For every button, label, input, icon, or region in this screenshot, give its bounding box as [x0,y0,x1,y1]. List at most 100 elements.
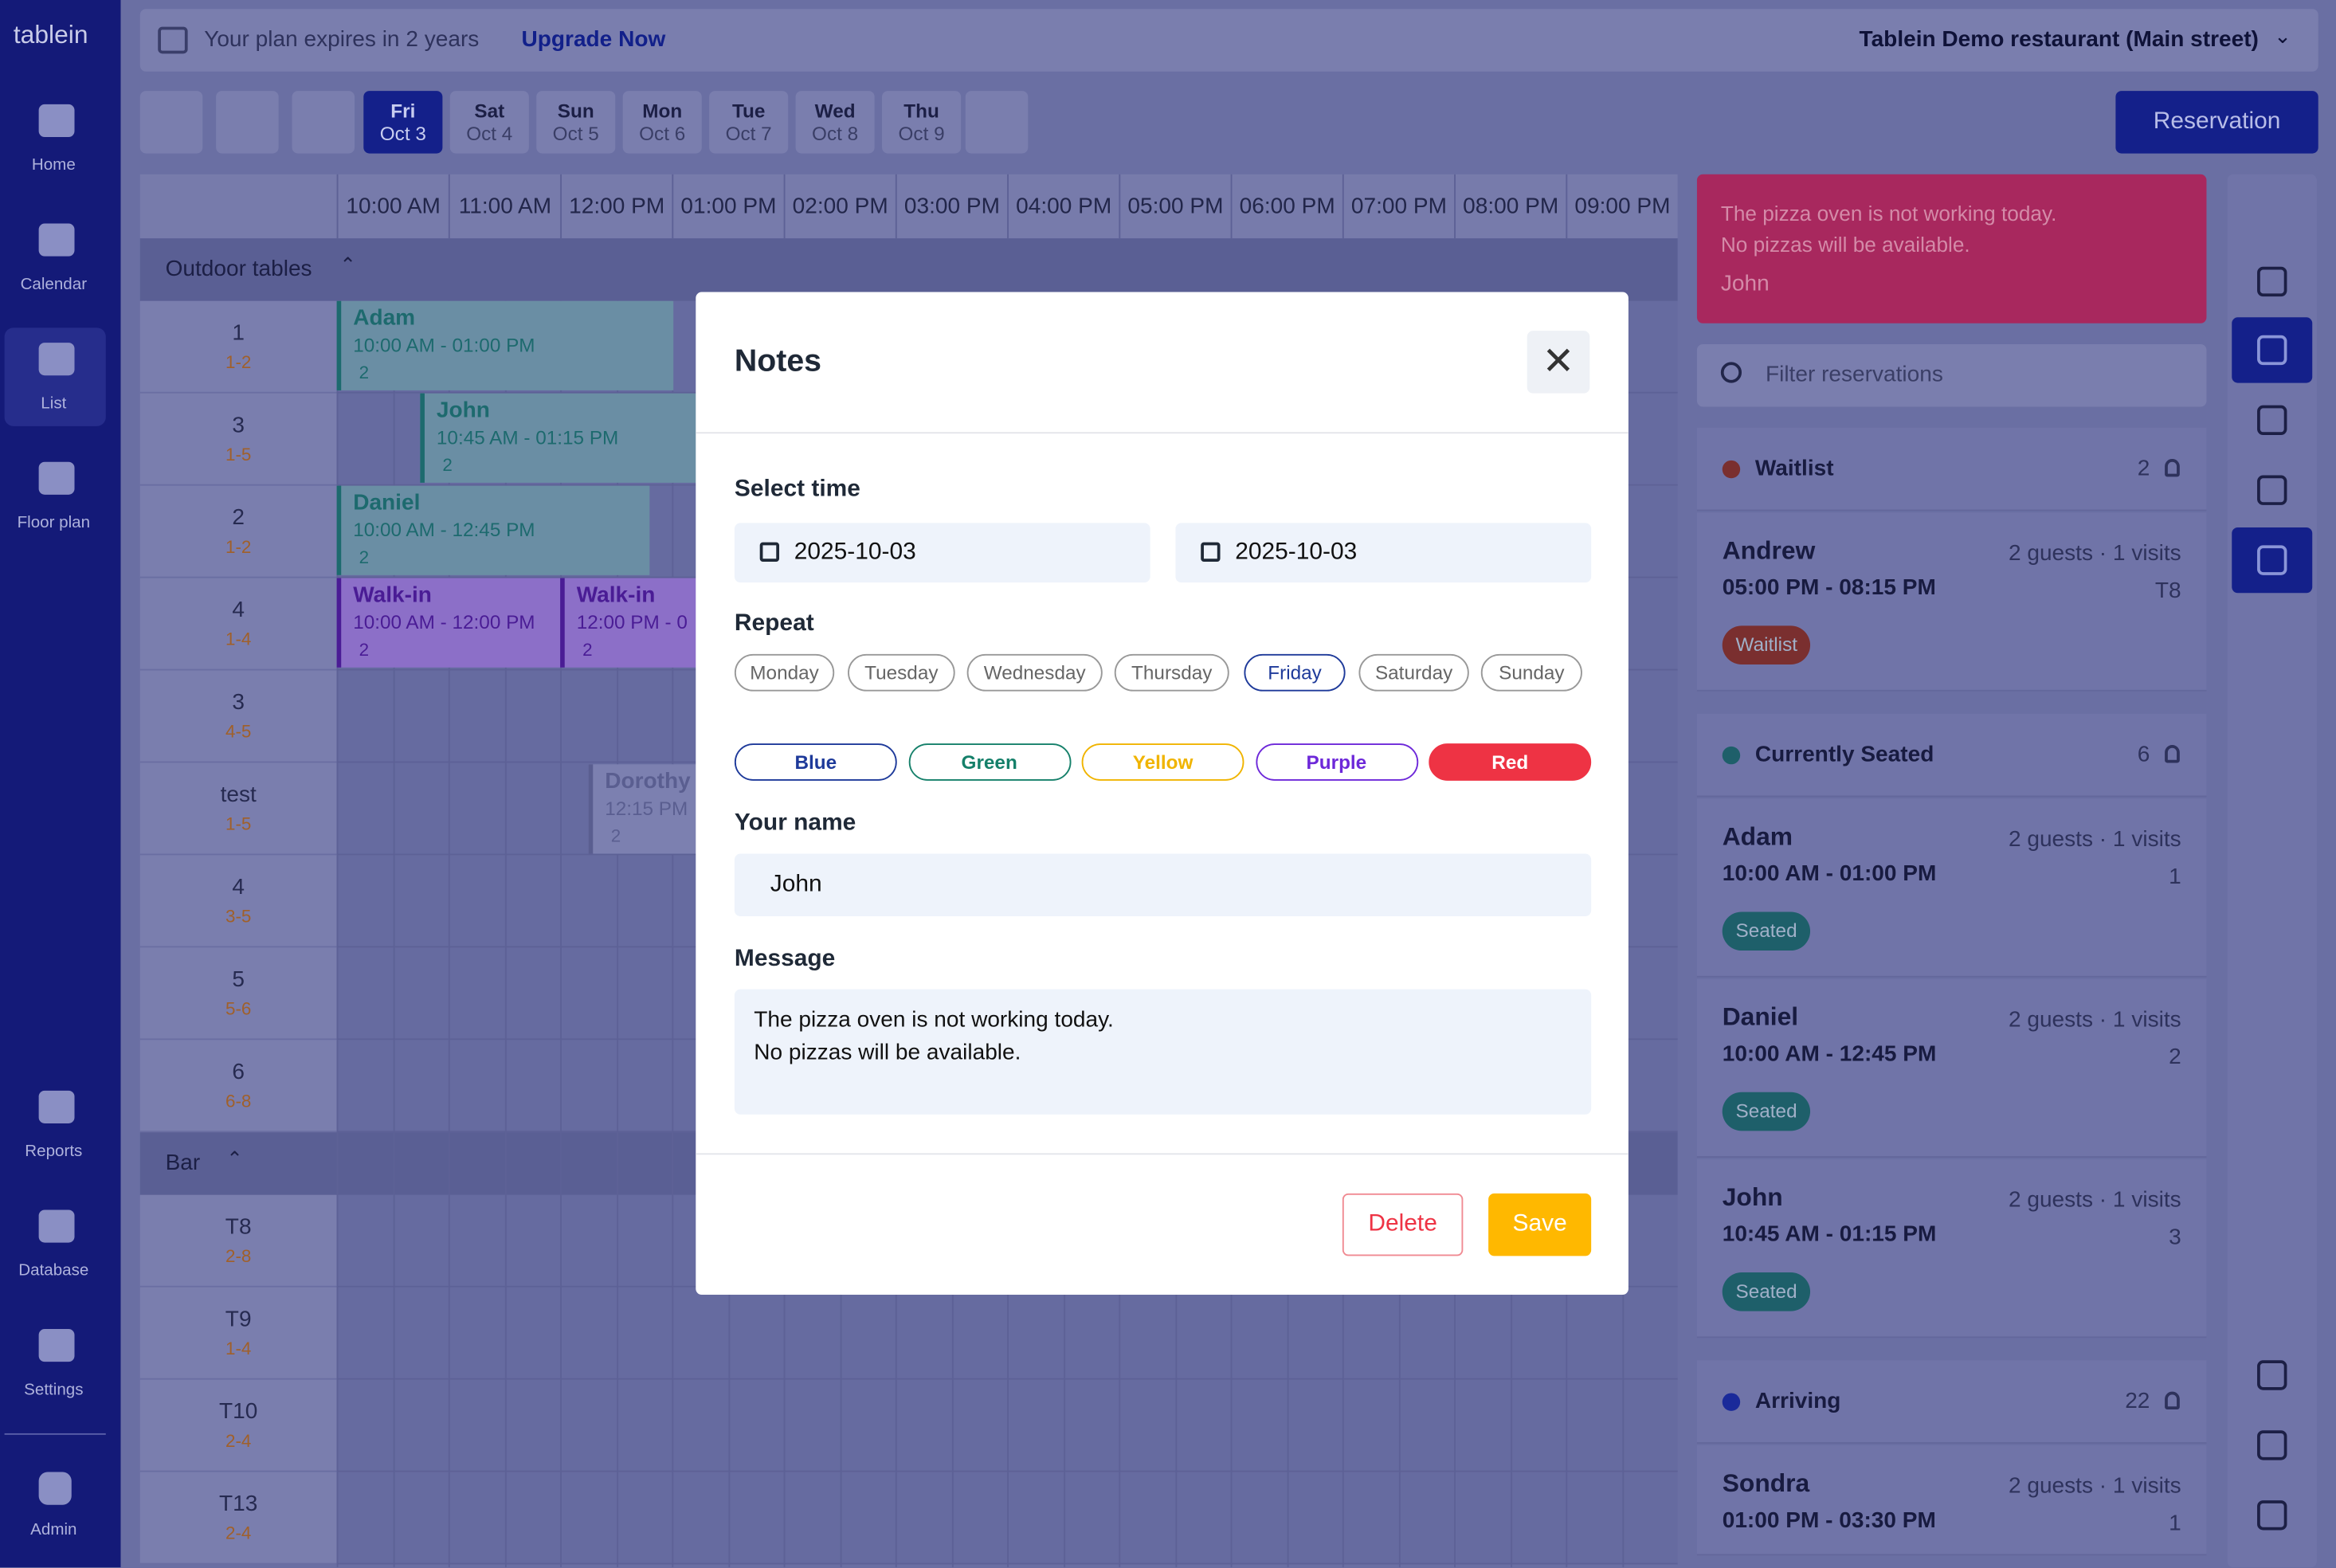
icon[interactable] [2257,545,2287,575]
filter-input[interactable]: Filter reservations [1696,343,2207,407]
table-name: 1 [232,320,245,346]
icon[interactable] [2257,475,2287,505]
table-range: 1-4 [225,1338,252,1359]
section-label: Select time [734,476,860,503]
icon[interactable] [2257,1360,2287,1390]
icon-active[interactable] [2232,527,2313,594]
nav-label[interactable]: Floor plan [17,514,91,532]
close-button[interactable]: ✕ [1527,331,1590,394]
date-value: 2025-10-03 [794,539,916,565]
section-name[interactable]: Bar [165,1150,201,1176]
booking[interactable]: Daniel 10:00 AM - 12:45 PM 2 [336,485,650,575]
day-date: Oct 5 [552,122,599,145]
nav-label[interactable]: List [41,394,67,413]
weekday-chip[interactable]: Wednesday [966,653,1103,692]
delete-button[interactable]: Delete [1342,1193,1464,1256]
person-icon [2165,458,2180,477]
weekday-chip[interactable]: Thursday [1114,653,1229,692]
icon[interactable] [2257,335,2287,366]
color-chip[interactable]: Green [907,743,1071,781]
modal: Notes ✕ Select time 2025-10-03 2025-10-03 Rep… [696,292,1629,1296]
save-button[interactable]: Save [1488,1193,1592,1256]
day-button[interactable]: Wed Oct 8 [795,91,875,154]
reservation-button[interactable]: Reservation [2115,91,2318,154]
group-header[interactable]: Currently Seated 6 [1696,713,2207,798]
table-label-cell [139,762,337,856]
icon[interactable] [2257,405,2287,436]
date-input[interactable]: 2025-10-03 [1175,523,1592,583]
reservation-card[interactable]: John 2 guests · 1 visits 10:45 AM - 01:15 … [1696,1158,2207,1339]
next-button[interactable] [965,91,1029,154]
day-button[interactable]: Mon Oct 6 [622,91,702,154]
weekday-chip[interactable]: Monday [734,653,835,692]
booking[interactable]: Dorothy 12:15 PM 2 [588,764,708,854]
nav-label[interactable]: Admin [30,1521,77,1539]
weekday-chip[interactable]: Sunday [1480,653,1582,692]
booking-time: 10:45 AM - 01:15 PM [436,425,619,449]
icon[interactable] [2257,1430,2287,1460]
icon[interactable] [2257,266,2287,297]
booking[interactable]: Walk-in 12:00 PM - 0 2 [560,578,710,668]
booking[interactable]: Adam 10:00 AM - 01:00 PM 2 [336,300,674,390]
booking[interactable]: Walk-in 10:00 AM - 12:00 PM 2 [336,578,561,668]
guest-count: 2 guests · 1 visits [2008,1007,2181,1033]
group-count: 22 [2125,1388,2150,1414]
reservation-card[interactable]: Adam 2 guests · 1 visits 10:00 AM - 01:00 … [1696,798,2207,978]
nav-label[interactable]: Database [18,1261,89,1280]
weekday-chip[interactable]: Saturday [1358,653,1469,692]
group-header[interactable]: Arriving 22 [1696,1360,2207,1445]
nav-label[interactable]: Reports [25,1143,83,1161]
color-chip[interactable]: Red [1429,743,1592,781]
booking-guests: 2 [610,825,621,847]
booking-guests: 2 [359,547,370,568]
day-name: Tue [731,100,766,123]
booking-time: 10:00 AM - 12:45 PM [353,518,535,541]
sidebar: tablein Home Calendar List Floor plan Reports… [0,0,121,1568]
day-date: Oct 9 [898,122,945,145]
nav-icon [38,104,75,138]
table-name: test [220,782,257,808]
restaurant-select[interactable]: Tablein Demo restaurant (Main street) [1859,26,2259,53]
day-button[interactable]: Thu Oct 9 [882,91,962,154]
reservation-card[interactable]: Sondra 2 guests · 1 visits 01:00 PM - 03:3… [1696,1445,2207,1556]
table-range: 2-4 [225,1430,252,1452]
time-label: 02:00 PM [783,174,896,239]
group-header[interactable]: Waitlist 2 [1696,427,2207,512]
prev-button[interactable] [292,91,355,154]
icon-active[interactable] [2232,317,2313,383]
table-name: 2 [232,504,245,531]
nav-label[interactable]: Calendar [20,275,88,294]
message-input[interactable]: The pizza oven is not working today. No p… [734,989,1592,1115]
color-chip[interactable]: Blue [734,743,897,781]
message-line: The pizza oven is not working today. [754,1007,1114,1033]
booking[interactable]: John 10:45 AM - 01:15 PM 2 [420,393,719,483]
table-name: 5 [232,966,245,993]
day-button[interactable]: Fri Oct 3 [363,91,443,154]
date-input[interactable]: 2025-10-03 [734,523,1150,583]
nav-label[interactable]: Settings [24,1381,84,1399]
icon[interactable] [2257,1500,2287,1531]
day-button[interactable]: Tue Oct 7 [709,91,789,154]
color-chip[interactable]: Yellow [1081,743,1244,781]
guest-name: Sondra [1722,1468,1810,1498]
nav-label[interactable]: Home [31,156,76,174]
weekday-chip[interactable]: Friday [1244,653,1346,692]
section-label: Your name [734,810,856,837]
table-label-cell [139,1379,337,1472]
day-button[interactable]: Sat Oct 4 [449,91,529,154]
grid-col [672,300,674,1568]
table-name: 3 [232,689,245,715]
upgrade-link[interactable]: Upgrade Now [521,26,666,53]
color-chip[interactable]: Purple [1255,743,1418,781]
guest-count: 2 guests · 1 visits [2008,826,2181,853]
calendar-button[interactable] [216,91,279,154]
day-button[interactable]: Sun Oct 5 [536,91,616,154]
table-name: 6 [232,1059,245,1085]
home-button[interactable] [139,91,203,154]
section-name[interactable]: Outdoor tables [165,256,312,282]
reservation-card[interactable]: Daniel 2 guests · 1 visits 10:00 AM - 12:4… [1696,978,2207,1158]
reservation-card[interactable]: Andrew 2 guests · 1 visits 05:00 PM - 08:1… [1696,512,2207,692]
weekday-chip[interactable]: Tuesday [848,653,955,692]
table-range: 1-5 [225,444,252,465]
name-input[interactable]: John [734,853,1592,917]
